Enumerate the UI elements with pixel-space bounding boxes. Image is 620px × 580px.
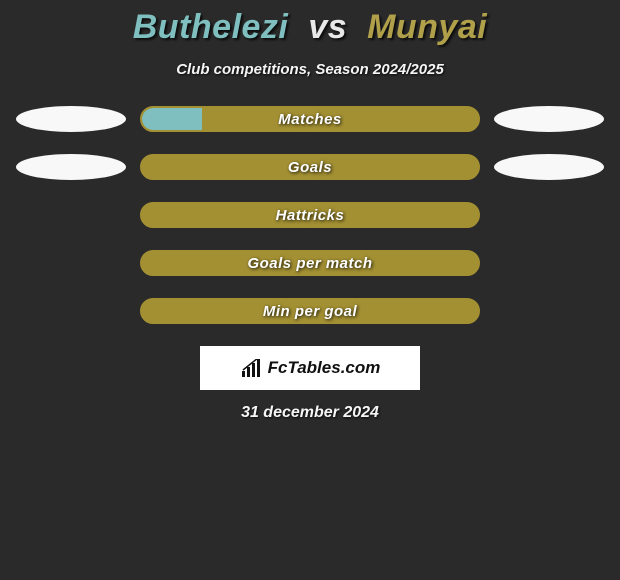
stat-bar: Min per goal (140, 298, 480, 324)
player2-ellipse (494, 154, 604, 180)
comparison-infographic: Buthelezi vs Munyai Club competitions, S… (0, 0, 620, 422)
player1-ellipse (16, 106, 126, 132)
player1-ellipse (16, 154, 126, 180)
stat-label: Hattricks (140, 202, 480, 228)
stat-row: Min per goal (0, 298, 620, 324)
vs-label: vs (308, 8, 347, 46)
stat-row: 00Hattricks (0, 202, 620, 228)
stat-label: Goals per match (140, 250, 480, 276)
stat-bar: Goals per match (140, 250, 480, 276)
player2-name: Munyai (367, 8, 487, 46)
player1-name: Buthelezi (133, 8, 289, 46)
title: Buthelezi vs Munyai (0, 8, 620, 47)
stat-label: Goals (140, 154, 480, 180)
subtitle: Club competitions, Season 2024/2025 (0, 61, 620, 78)
stat-row: Goals per match (0, 250, 620, 276)
stat-label: Min per goal (140, 298, 480, 324)
stat-bar: 19Matches (140, 106, 480, 132)
stat-row: 00Goals (0, 154, 620, 180)
logo-text: FcTables.com (268, 358, 381, 378)
stat-bar: 00Hattricks (140, 202, 480, 228)
logo-box: FcTables.com (200, 346, 420, 390)
stat-bar: 00Goals (140, 154, 480, 180)
barchart-icon (240, 359, 262, 377)
stat-row: 19Matches (0, 106, 620, 132)
bars-container: 19Matches 00Goals 00Hattricks Goals per mat… (0, 106, 620, 324)
player2-ellipse (494, 106, 604, 132)
date-label: 31 december 2024 (0, 404, 620, 422)
stat-label: Matches (140, 106, 480, 132)
